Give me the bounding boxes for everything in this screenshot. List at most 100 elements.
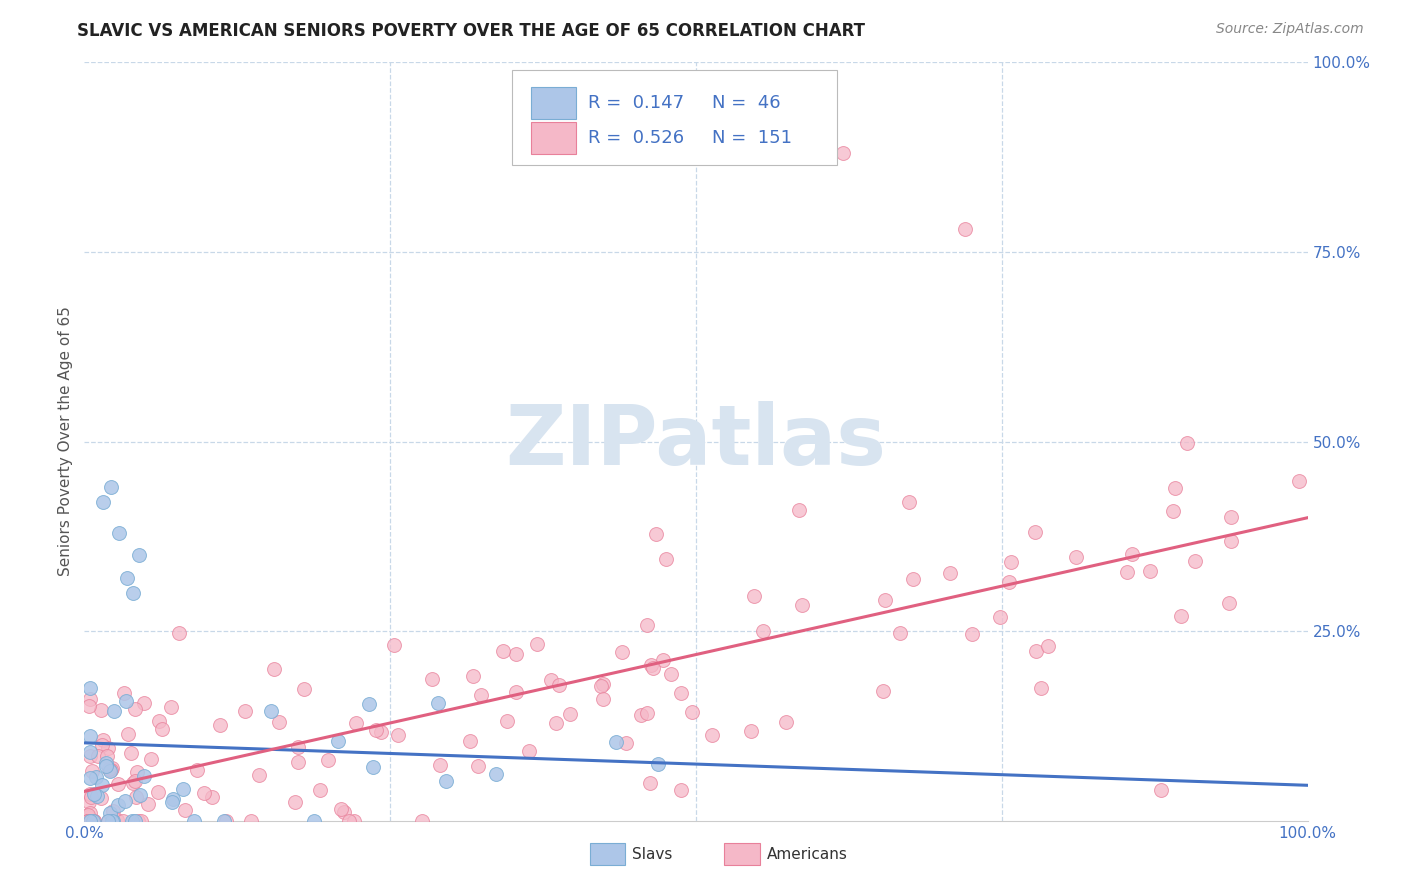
- Point: [84, 770, 107, 784]
- Point: [148, 714, 170, 728]
- Point: [1218, 596, 1240, 610]
- Point: [132, 696, 155, 710]
- Point: [898, 495, 921, 509]
- Point: [112, 686, 135, 700]
- Point: [100, 763, 122, 777]
- Point: [124, 814, 146, 828]
- Point: [309, 782, 332, 797]
- Point: [79, 745, 101, 759]
- Point: [329, 802, 352, 816]
- Point: [652, 653, 675, 667]
- Point: [79, 749, 101, 764]
- Point: [411, 814, 433, 828]
- Point: [79, 729, 101, 743]
- Point: [101, 814, 124, 828]
- Point: [201, 790, 224, 805]
- Point: [700, 727, 723, 741]
- Point: [83, 787, 105, 801]
- Point: [612, 645, 634, 659]
- Point: [124, 774, 146, 789]
- Point: [94, 756, 117, 771]
- Point: [591, 679, 613, 693]
- Point: [790, 598, 813, 612]
- Point: [361, 760, 384, 774]
- Point: [127, 814, 149, 828]
- Point: [1150, 783, 1173, 797]
- Point: [592, 677, 614, 691]
- Point: [661, 666, 683, 681]
- Point: [125, 765, 148, 780]
- Point: [517, 744, 540, 758]
- Point: [344, 715, 367, 730]
- Point: [544, 715, 567, 730]
- Point: [292, 681, 315, 696]
- Point: [120, 746, 142, 760]
- Point: [333, 805, 356, 820]
- Point: [1161, 503, 1184, 517]
- Point: [460, 734, 482, 748]
- Point: [122, 586, 145, 600]
- Text: R =  0.526: R = 0.526: [588, 129, 685, 147]
- Point: [79, 691, 101, 706]
- Point: [540, 673, 562, 687]
- Point: [77, 814, 100, 828]
- Point: [193, 786, 215, 800]
- Point: [128, 548, 150, 563]
- Point: [831, 146, 853, 161]
- Point: [79, 814, 101, 828]
- Point: [107, 777, 129, 791]
- Point: [96, 759, 118, 773]
- Point: [426, 696, 449, 710]
- Point: [343, 814, 366, 828]
- Point: [1219, 509, 1241, 524]
- Point: [1184, 553, 1206, 567]
- Point: [267, 715, 290, 730]
- Text: N =  151: N = 151: [711, 129, 792, 147]
- Point: [640, 775, 662, 789]
- Point: [337, 814, 360, 828]
- Point: [789, 503, 811, 517]
- Point: [429, 758, 451, 772]
- Point: [80, 790, 103, 805]
- Point: [1220, 534, 1243, 549]
- Point: [101, 761, 124, 775]
- Point: [953, 222, 976, 236]
- FancyBboxPatch shape: [531, 122, 576, 154]
- Point: [87, 748, 110, 763]
- FancyBboxPatch shape: [513, 70, 837, 165]
- Point: [644, 526, 666, 541]
- Point: [1139, 565, 1161, 579]
- Point: [467, 759, 489, 773]
- Point: [172, 781, 194, 796]
- Point: [215, 814, 238, 828]
- Point: [82, 814, 104, 828]
- Point: [496, 714, 519, 728]
- Point: [103, 704, 125, 718]
- Point: [752, 624, 775, 638]
- Text: ZIPatlas: ZIPatlas: [506, 401, 886, 482]
- Point: [100, 480, 122, 494]
- Point: [505, 647, 527, 661]
- Point: [287, 755, 309, 769]
- Point: [82, 764, 104, 778]
- Point: [79, 772, 101, 786]
- Point: [77, 814, 100, 828]
- Point: [90, 790, 112, 805]
- Point: [485, 766, 508, 780]
- Point: [775, 714, 797, 729]
- Point: [117, 727, 139, 741]
- Point: [77, 814, 100, 828]
- Point: [183, 814, 205, 828]
- Text: Source: ZipAtlas.com: Source: ZipAtlas.com: [1216, 22, 1364, 37]
- Point: [671, 783, 693, 797]
- Point: [505, 684, 527, 698]
- Point: [162, 792, 184, 806]
- Point: [96, 814, 118, 828]
- Point: [960, 627, 983, 641]
- Point: [434, 773, 457, 788]
- Point: [107, 797, 129, 812]
- Point: [77, 814, 100, 828]
- Point: [114, 794, 136, 808]
- Point: [1121, 548, 1143, 562]
- Y-axis label: Seniors Poverty Over the Age of 65: Seniors Poverty Over the Age of 65: [58, 307, 73, 576]
